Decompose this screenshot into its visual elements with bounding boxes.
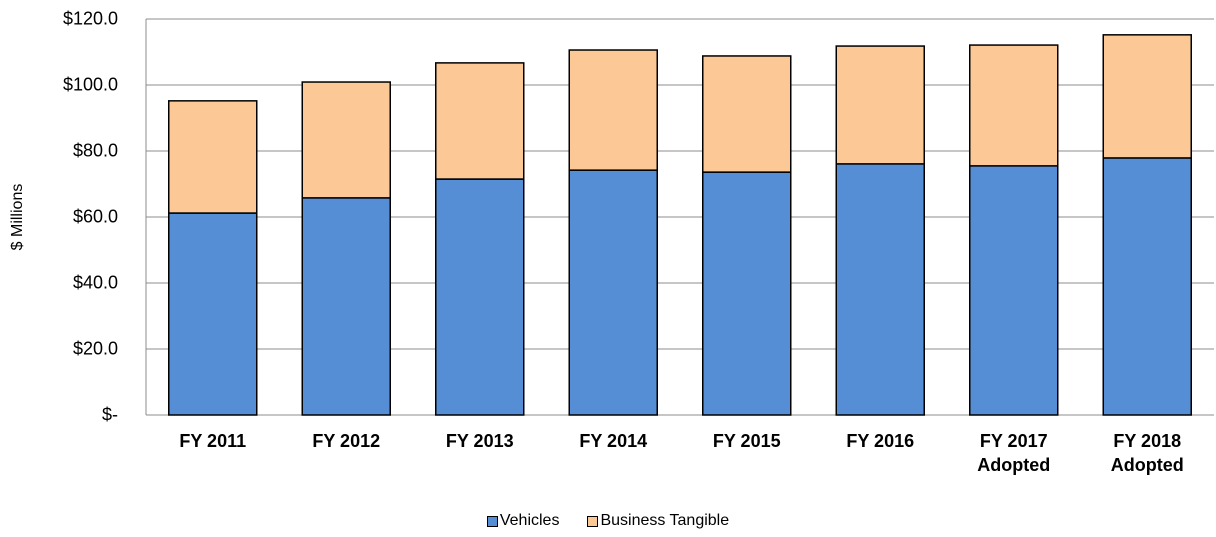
bar-segment <box>1102 157 1192 416</box>
y-tick-label: $80.0 <box>72 140 118 161</box>
bar-segment <box>168 212 258 416</box>
x-tick-label: FY 2016 <box>846 431 915 451</box>
bar-segment <box>568 169 658 416</box>
bar-segment <box>835 45 925 165</box>
legend-item: Vehicles <box>486 512 560 530</box>
y-tick-label: $120.0 <box>62 8 118 29</box>
legend-swatch <box>486 515 498 527</box>
legend-label: Business Tangible <box>600 512 730 529</box>
x-tick-label: FY 2014 <box>579 431 648 451</box>
bar-segment <box>301 197 391 416</box>
bar-segment <box>568 49 658 171</box>
y-tick-label: $60.0 <box>72 206 118 227</box>
bar-segment <box>435 178 525 416</box>
bar-segment <box>969 165 1059 416</box>
y-tick-label: $20.0 <box>72 338 118 359</box>
x-tick-label: FY 2017 Adopted <box>977 431 1051 475</box>
legend-item: Business Tangible <box>587 512 729 530</box>
y-tick-label: $- <box>101 404 118 425</box>
bar-segment <box>969 44 1059 167</box>
bar-segment <box>702 55 792 173</box>
x-tick-label: FY 2018 Adopted <box>1110 431 1184 475</box>
bar-segment <box>1102 34 1192 159</box>
legend-swatch <box>587 515 599 527</box>
bar-segment <box>835 163 925 416</box>
legend-label: Vehicles <box>499 512 560 529</box>
x-tick-label: FY 2013 <box>445 431 514 451</box>
x-tick-label: FY 2012 <box>312 431 381 451</box>
y-tick-label: $100.0 <box>62 74 118 95</box>
x-tick-label: FY 2015 <box>712 431 781 451</box>
bar-segment <box>435 62 525 180</box>
y-tick-label: $40.0 <box>72 272 118 293</box>
legend: Vehicles Business Tangible <box>0 512 1216 530</box>
bar-segment <box>301 81 391 199</box>
x-tick-label: FY 2011 <box>179 431 247 451</box>
bar-segment <box>702 171 792 416</box>
bar-segment <box>168 100 258 214</box>
